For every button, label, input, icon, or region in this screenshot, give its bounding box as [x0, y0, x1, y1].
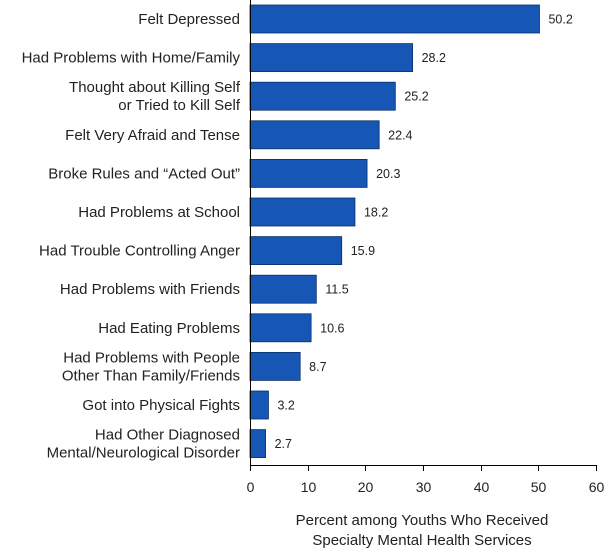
bar: [249, 158, 368, 188]
category-label: Thought about Killing Self: [69, 79, 241, 96]
bar-value-label: 3.2: [277, 399, 294, 413]
bar-value-label: 8.7: [309, 360, 326, 374]
category-label: or Tried to Kill Self: [118, 97, 241, 114]
x-tick-label: 10: [301, 479, 317, 495]
x-tick-label: 0: [247, 479, 255, 495]
bar-value-label: 28.2: [422, 51, 446, 65]
category-label: Had Eating Problems: [98, 320, 240, 337]
bar: [249, 429, 266, 459]
bar-value-label: 18.2: [364, 206, 388, 220]
bar-value-label: 2.7: [275, 437, 292, 451]
value-labels: 50.2 28.2 25.2 22.4 20.3 18.2 15.9 11.5 10.6 8.7 3…: [275, 13, 573, 452]
bar-value-label: 25.2: [404, 90, 428, 104]
bar: [249, 43, 414, 72]
category-label: Felt Very Afraid and Tense: [65, 127, 240, 144]
category-label: Had Problems at School: [78, 204, 240, 221]
bar: [249, 313, 312, 343]
bar: [249, 197, 356, 227]
x-axis-label-line-1: Percent among Youths Who Received: [296, 512, 549, 529]
category-label: Mental/Neurological Disorder: [47, 445, 240, 462]
x-axis-ticks: 0 10 20 30 40 50 60: [247, 465, 605, 495]
bar: [249, 236, 343, 266]
x-tick-label: 40: [474, 479, 490, 495]
category-label: Had Trouble Controlling Anger: [39, 243, 240, 260]
bar: [249, 274, 317, 304]
bar-value-label: 20.3: [376, 167, 400, 181]
category-labels: Felt Depressed Had Problems with Home/Fam…: [22, 11, 241, 462]
x-tick-label: 20: [358, 479, 374, 495]
bar-value-label: 15.9: [351, 244, 375, 258]
bar: [249, 390, 269, 420]
category-label: Had Problems with Home/Family: [22, 50, 241, 67]
bar: [249, 351, 301, 381]
bar: [249, 4, 540, 34]
category-label: Had Other Diagnosed: [95, 427, 240, 444]
bar-value-label: 10.6: [320, 321, 344, 335]
category-label: Broke Rules and “Acted Out”: [48, 165, 240, 182]
category-label: Got into Physical Fights: [82, 397, 240, 414]
x-tick-label: 30: [416, 479, 432, 495]
bar-value-label: 11.5: [325, 283, 348, 297]
category-label: Had Problems with Friends: [60, 281, 240, 298]
bars-layer: [249, 4, 540, 459]
bar-value-label: 22.4: [388, 128, 412, 142]
x-tick-label: 50: [531, 479, 547, 495]
x-axis-label-line-2: Specialty Mental Health Services: [312, 532, 531, 549]
bar: [249, 120, 380, 150]
category-label: Other Than Family/Friends: [62, 367, 240, 384]
bar: [249, 81, 396, 111]
bar-value-label: 50.2: [548, 13, 572, 27]
category-label: Had Problems with People: [63, 349, 240, 366]
category-label: Felt Depressed: [138, 11, 240, 28]
x-tick-label: 60: [589, 479, 605, 495]
